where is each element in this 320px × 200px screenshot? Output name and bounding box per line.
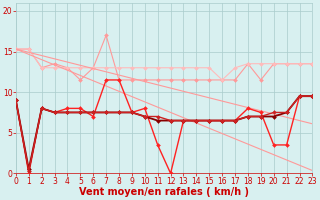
- X-axis label: Vent moyen/en rafales ( km/h ): Vent moyen/en rafales ( km/h ): [79, 187, 249, 197]
